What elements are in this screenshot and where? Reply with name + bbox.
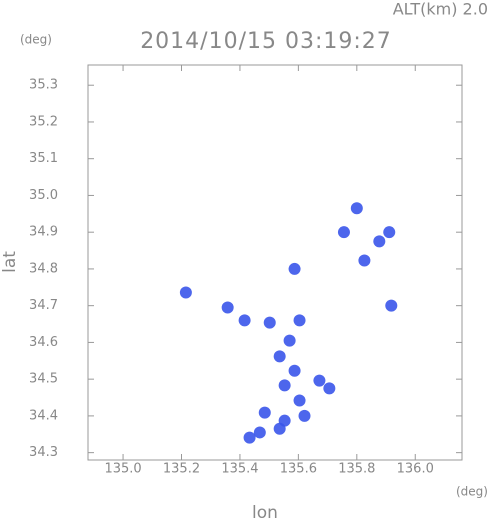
radar-echo — [263, 316, 276, 329]
radar-echo — [238, 314, 251, 327]
x-unit: (deg) — [456, 485, 488, 499]
x-tick-label: 136.0 — [397, 462, 434, 477]
plot-frame — [87, 64, 463, 461]
radar-echo — [313, 374, 326, 387]
y-tick-label: 34.3 — [29, 445, 58, 460]
x-tick-label: 135.6 — [280, 462, 317, 477]
altitude-label: ALT(km) 2.0 — [393, 0, 488, 19]
y-tick-label: 35.3 — [29, 78, 58, 93]
radar-echo — [385, 299, 398, 312]
x-axis-label: lon — [252, 503, 278, 521]
x-tick-label: 135.2 — [163, 462, 200, 477]
radar-echo — [337, 226, 350, 239]
radar-echo — [253, 426, 266, 439]
y-tick-label: 35.0 — [29, 188, 58, 203]
x-tick-label: 135.4 — [221, 462, 258, 477]
radar-echo — [298, 409, 311, 422]
radar-echo — [323, 382, 336, 395]
chart-title: 2014/10/15 03:19:27 — [140, 29, 392, 54]
radar-echo — [288, 262, 301, 275]
y-tick-label: 34.6 — [29, 335, 58, 350]
y-tick-label: 34.8 — [29, 261, 58, 276]
radar-echo — [278, 379, 291, 392]
radar-echo — [293, 314, 306, 327]
radar-echo — [273, 422, 286, 435]
y-tick-label: 34.5 — [29, 372, 58, 387]
radar-echo — [293, 394, 306, 407]
radar-echo — [373, 235, 386, 248]
radar-echo — [358, 254, 371, 267]
radar-echo — [273, 350, 286, 363]
y-tick-label: 35.2 — [29, 114, 58, 129]
radar-echo — [243, 431, 256, 444]
radar-echo — [179, 286, 192, 299]
y-axis-label: lat — [0, 251, 20, 273]
radar-echo — [283, 334, 296, 347]
radar-echo — [221, 301, 234, 314]
x-tick-label: 135.0 — [104, 462, 141, 477]
y-unit: (deg) — [20, 33, 52, 47]
radar-echo — [350, 202, 363, 215]
y-tick-label: 35.1 — [29, 151, 58, 166]
y-tick-label: 34.7 — [29, 298, 58, 313]
radar-echo — [288, 364, 301, 377]
y-tick-label: 34.9 — [29, 225, 58, 240]
y-tick-label: 34.4 — [29, 408, 58, 423]
x-tick-label: 135.8 — [338, 462, 375, 477]
radar-echo — [383, 226, 396, 239]
radar-echo — [258, 406, 271, 419]
